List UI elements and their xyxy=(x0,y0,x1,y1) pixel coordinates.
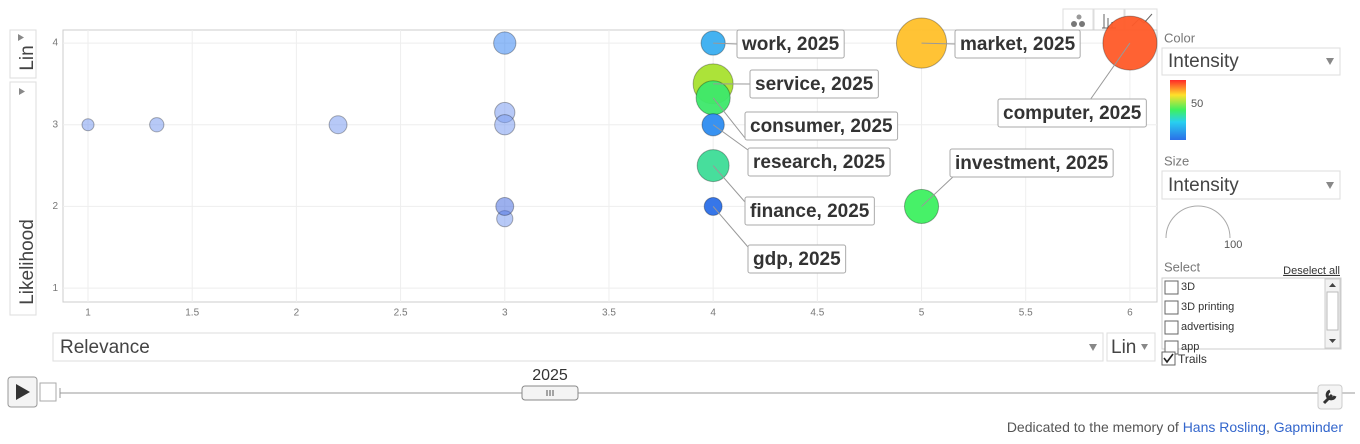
x-tick-label: 2 xyxy=(294,308,300,319)
label-box xyxy=(954,29,1081,59)
bubble-label: research, 2025 xyxy=(753,152,885,173)
color-scale xyxy=(1170,80,1186,140)
bubble-labels: work, 2025 market, 2025 computer, 2025 serv… xyxy=(712,29,1147,274)
leader-line xyxy=(712,124,749,151)
bubble-label: consumer, 2025 xyxy=(750,116,893,137)
select-title: Select xyxy=(1164,259,1201,274)
leader-line xyxy=(712,165,746,203)
x-scale-dropdown[interactable] xyxy=(1106,332,1156,362)
color-title: Color xyxy=(1164,30,1196,45)
leader-line xyxy=(921,174,956,207)
bubble-label: gdp, 2025 xyxy=(753,249,841,270)
x-tick-label: 4.5 xyxy=(810,308,824,319)
size-tick: 100 xyxy=(1224,239,1242,251)
color-tick: 50 xyxy=(1191,98,1203,110)
leader-line xyxy=(712,206,749,248)
bubble-label: market, 2025 xyxy=(960,34,1076,55)
leader-line xyxy=(921,42,956,45)
item-checkbox[interactable] xyxy=(1164,320,1179,335)
y-scale: Lin xyxy=(17,45,38,70)
bubble-label: investment, 2025 xyxy=(955,153,1109,174)
color-by: Intensity xyxy=(1168,51,1239,72)
leader-line xyxy=(1089,42,1131,101)
bubble-button[interactable] xyxy=(1062,8,1094,32)
size-title: Size xyxy=(1164,153,1189,168)
item-label: 3D xyxy=(1181,281,1195,293)
color-dropdown[interactable] xyxy=(1161,47,1341,76)
label-box xyxy=(997,98,1147,128)
x-axis-title: Relevance xyxy=(60,337,150,358)
label-box xyxy=(747,147,891,177)
item-label: advertising xyxy=(1181,321,1234,333)
bubble xyxy=(494,114,516,136)
x-tick-label: 2.5 xyxy=(394,308,408,319)
x-tick-label: 3 xyxy=(502,308,508,319)
footer: Dedicated to the memory of Hans Rosling,… xyxy=(1007,419,1344,435)
deselect-all[interactable]: Deselect all xyxy=(1283,265,1340,277)
bubble xyxy=(696,149,730,183)
bubble xyxy=(493,31,517,55)
footer-link[interactable]: Hans Rosling xyxy=(1183,419,1266,435)
y-tick-label: 3 xyxy=(52,119,58,130)
size-dropdown[interactable] xyxy=(1161,170,1341,200)
bubble-label: service, 2025 xyxy=(755,74,874,95)
x-tick-label: 4 xyxy=(710,308,716,319)
size-scale xyxy=(1165,205,1231,239)
x-tick-label: 3.5 xyxy=(602,308,616,319)
bubble-label: finance, 2025 xyxy=(750,201,870,222)
speed-button[interactable] xyxy=(39,382,57,402)
x-tick-label: 6 xyxy=(1127,308,1133,319)
y-tick-label: 2 xyxy=(52,201,58,212)
leader-line xyxy=(712,97,746,139)
bubble xyxy=(328,115,348,135)
x-scale: Lin xyxy=(1111,337,1136,358)
bubble-label: computer, 2025 xyxy=(1003,103,1142,124)
y-tick-label: 4 xyxy=(52,38,58,49)
label-box xyxy=(749,69,879,99)
time-label: 2025 xyxy=(532,367,568,384)
x-tick-label: 5.5 xyxy=(1019,308,1033,319)
label-box xyxy=(747,244,847,274)
leader-line xyxy=(713,42,738,45)
label-box xyxy=(949,148,1114,178)
x-axis-dropdown[interactable] xyxy=(52,332,1104,362)
size-by: Intensity xyxy=(1168,175,1239,196)
bubble xyxy=(149,117,165,133)
bubble xyxy=(495,196,515,216)
select-list xyxy=(1161,277,1342,350)
footer-text: , xyxy=(1266,419,1274,435)
item-checkbox[interactable] xyxy=(1164,280,1179,295)
bubble-label: work, 2025 xyxy=(741,34,840,55)
item-checkbox[interactable] xyxy=(1164,300,1179,315)
trails-label: Trails xyxy=(1178,352,1207,366)
item-label: 3D printing xyxy=(1181,301,1234,313)
label-box xyxy=(736,29,845,59)
y-axis-dropdown[interactable] xyxy=(9,81,37,316)
label-box xyxy=(744,111,899,141)
x-tick-label: 5 xyxy=(919,308,925,319)
label-box xyxy=(744,196,875,226)
footer-text: Dedicated to the memory of xyxy=(1007,419,1183,435)
x-tick-label: 1 xyxy=(85,308,91,319)
y-axis-title: Likelihood xyxy=(17,219,38,305)
footer-link[interactable]: Gapminder xyxy=(1274,419,1344,435)
item-label: app xyxy=(1181,341,1199,353)
y-tick-label: 1 xyxy=(52,283,58,294)
x-tick-label: 1.5 xyxy=(185,308,199,319)
bubble xyxy=(81,118,95,132)
